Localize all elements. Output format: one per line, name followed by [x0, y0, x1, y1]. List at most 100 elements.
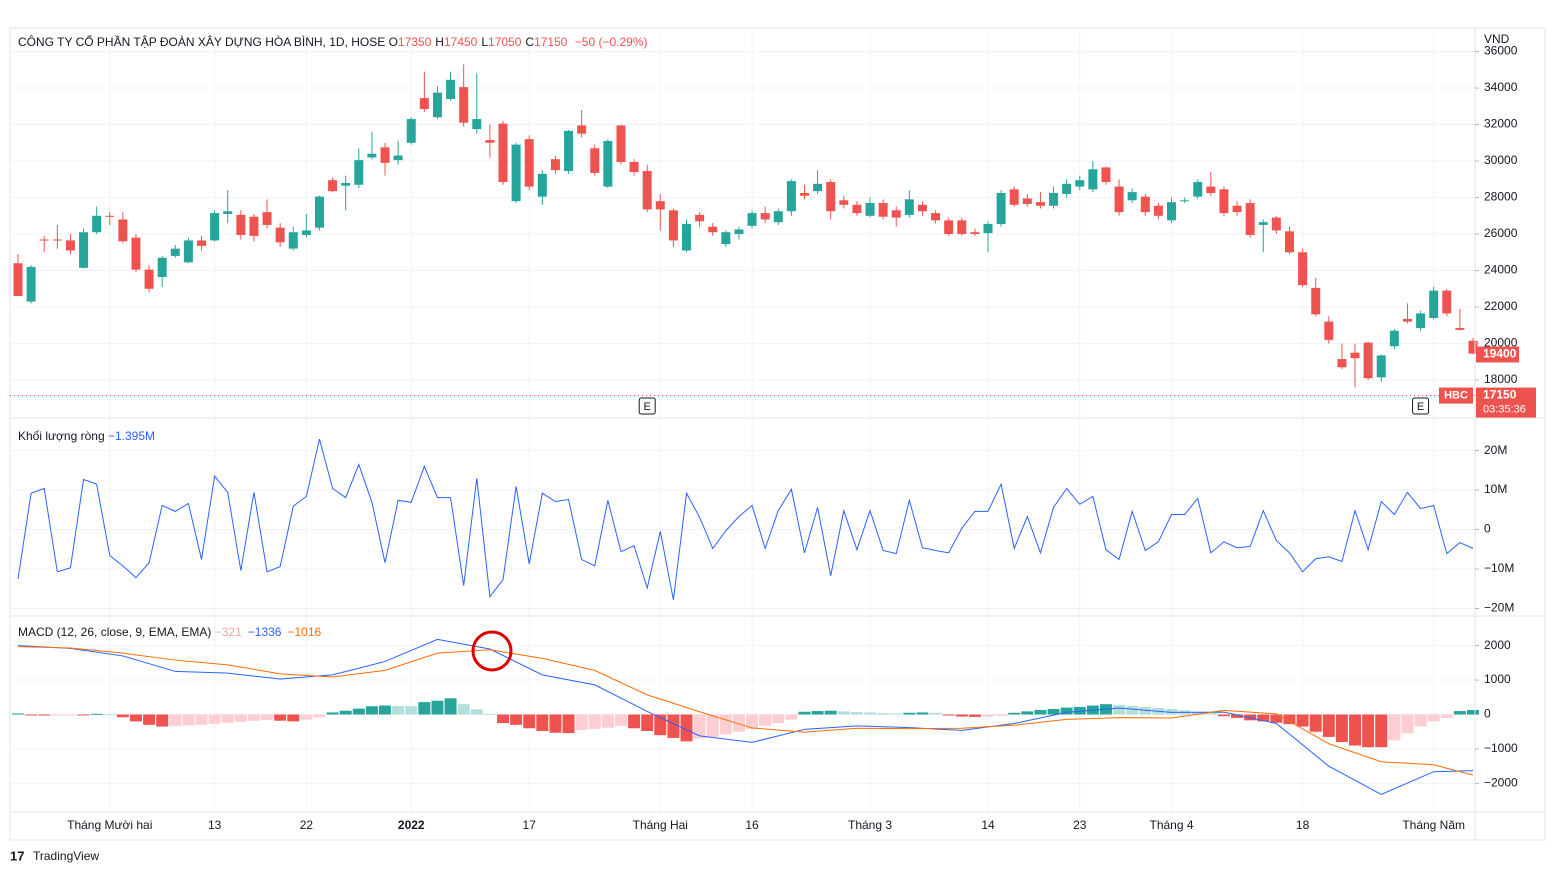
legend-key: O [388, 35, 398, 49]
candle-body [1101, 167, 1111, 183]
x-tick-label: 18 [1296, 818, 1310, 832]
histogram-bar [759, 714, 772, 726]
histogram-bar [169, 714, 182, 726]
histogram-bar [156, 714, 169, 727]
candle-body [223, 211, 233, 214]
legend-key: L [481, 35, 489, 49]
event-marker [638, 397, 656, 415]
histogram-bar [352, 708, 365, 715]
candle-body [655, 201, 665, 210]
histogram-bar [129, 714, 142, 722]
histogram-bar [864, 712, 877, 715]
histogram-bar [483, 713, 496, 715]
candle-body [1245, 203, 1255, 235]
candle-body [92, 215, 102, 233]
candle-body [564, 130, 574, 172]
histogram-bar [916, 712, 929, 715]
histogram-bar [890, 713, 903, 715]
candle-body [79, 232, 89, 268]
histogram-bar [850, 712, 863, 715]
candle-body [1363, 342, 1373, 379]
histogram-bar [261, 714, 274, 721]
histogram-bar [234, 714, 247, 722]
y-tick-label: 34000 [1484, 80, 1518, 94]
histogram-bar [785, 714, 798, 720]
candle-body [577, 125, 587, 134]
y-tick-label: 20M [1484, 443, 1507, 457]
candle-body [1468, 340, 1478, 354]
candle-body [52, 239, 62, 241]
histogram-bar [1427, 714, 1440, 722]
candle-body [1049, 192, 1059, 206]
candle-body [1088, 169, 1098, 190]
close-label: 19400 [1483, 347, 1517, 361]
candle-body [472, 119, 482, 130]
candle-body [682, 224, 692, 251]
candle-body [629, 161, 639, 172]
histogram-bar [365, 706, 378, 715]
candle-body [1180, 200, 1190, 202]
histogram-bar [1139, 706, 1152, 715]
histogram-bar [300, 714, 313, 720]
histogram-bar [1283, 714, 1296, 725]
legend-value: −1336 [247, 625, 282, 639]
y-tick-label: 36000 [1484, 44, 1518, 58]
candle-body [917, 204, 927, 212]
histogram-bar [12, 713, 24, 715]
candle-body [773, 211, 783, 223]
symbol-label: HBC [1444, 389, 1468, 401]
histogram-bar [1296, 714, 1309, 727]
brand: 17 TradingView [10, 848, 99, 863]
x-tick-label: Tháng 3 [848, 818, 892, 832]
candle-body [105, 215, 115, 217]
line-series [17, 439, 1474, 600]
y-tick-label: 0 [1484, 707, 1491, 721]
histogram-bar [536, 714, 549, 732]
candle-body [1127, 192, 1137, 201]
candle-body [26, 266, 36, 302]
histogram-bar [1440, 714, 1453, 718]
candle-body [459, 87, 469, 123]
volume-legend: Khối lượng ròng −1.395M [18, 429, 155, 443]
histogram-bar [1401, 714, 1414, 734]
candle-body [891, 210, 901, 218]
line-series [17, 638, 1474, 795]
event-label: E [644, 401, 651, 413]
y-tick-label: 24000 [1484, 263, 1518, 277]
x-tick-label: Tháng 4 [1149, 818, 1193, 832]
event-marker [1412, 397, 1430, 415]
histogram-bar [431, 700, 444, 715]
histogram-bar [523, 714, 536, 729]
histogram-bar [470, 709, 483, 715]
histogram-bar [903, 712, 916, 715]
histogram-bar [1217, 714, 1230, 717]
histogram-bar [143, 714, 156, 725]
x-tick-label: 23 [1073, 818, 1087, 832]
legend-value: −1016 [287, 625, 322, 639]
histogram-bar [1191, 711, 1204, 715]
candle-body [485, 140, 495, 143]
candle-body [760, 213, 770, 220]
candle-body [839, 200, 849, 205]
y-tick-label: −10M [1484, 561, 1514, 575]
candle-body [131, 237, 141, 270]
last-price-badge [1476, 387, 1536, 418]
histogram-bar [772, 714, 785, 724]
histogram-bar [497, 714, 509, 724]
histogram-bar [628, 714, 641, 729]
candle-body [39, 239, 49, 241]
histogram-bar [379, 705, 392, 715]
indicator-value: −1.395M [107, 429, 156, 443]
y-tick-label: 26000 [1484, 226, 1518, 240]
x-tick-label: Tháng Năm [1402, 818, 1465, 832]
histogram-bar [1073, 706, 1086, 715]
histogram-bar [418, 702, 431, 715]
histogram-bar [719, 714, 732, 735]
histogram-bar [1021, 711, 1034, 715]
histogram-bar [1349, 714, 1362, 746]
candle-body [328, 180, 338, 192]
x-tick-label: Tháng Hai [633, 818, 688, 832]
candle-body [1232, 205, 1242, 213]
candle-body [288, 232, 298, 249]
candle-body [314, 196, 324, 228]
